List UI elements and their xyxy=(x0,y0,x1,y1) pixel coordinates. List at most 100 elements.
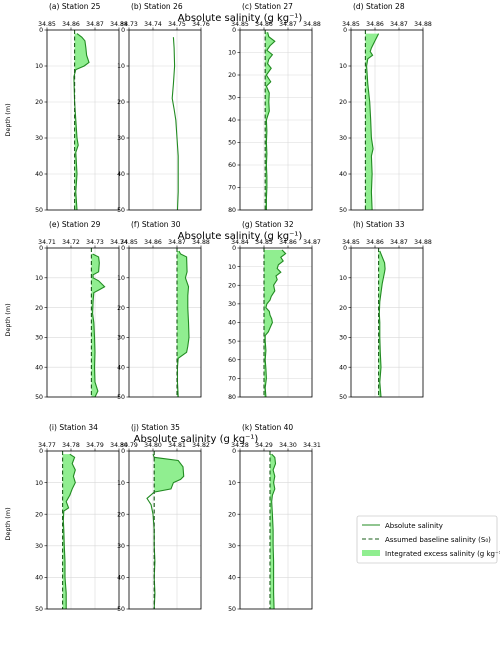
y-tick-label: 40 xyxy=(228,117,236,124)
x-tick-label: 34.79 xyxy=(120,442,138,449)
salinity-profile-line xyxy=(378,250,386,398)
x-tick-label: 34.85 xyxy=(120,239,138,246)
excess-salinity-fill xyxy=(264,249,286,397)
x-tick-label: 34.73 xyxy=(86,239,104,246)
legend-profile-label: Absolute salinity xyxy=(385,522,443,530)
salinity-profile-line xyxy=(366,33,380,211)
y-tick-label: 0 xyxy=(39,448,43,455)
y-tick-label: 30 xyxy=(117,135,125,142)
panel-title: (h) Station 33 xyxy=(353,220,405,229)
plot-frame xyxy=(46,450,120,610)
salinity-profile-line xyxy=(73,33,90,211)
y-tick-label: 30 xyxy=(339,135,347,142)
salinity-profile-line xyxy=(265,32,276,210)
x-tick-label: 34.84 xyxy=(231,239,249,246)
legend-fill-label: Integrated excess salinity (g kg⁻¹) xyxy=(385,550,500,558)
x-tick-label: 34.86 xyxy=(62,21,80,28)
salinity-profile-line xyxy=(271,453,277,610)
y-tick-label: 60 xyxy=(228,162,236,169)
y-tick-label: 10 xyxy=(228,50,236,57)
x-tick-label: 34.74 xyxy=(110,239,128,246)
x-tick-label: 34.81 xyxy=(168,442,186,449)
y-tick-label: 10 xyxy=(117,63,125,70)
y-tick-label: 0 xyxy=(343,245,347,252)
panel-2: (c) Station 27 34.85 34.86 34.87 34.88 0 10 20 3… xyxy=(228,2,321,214)
x-tick-label: 34.77 xyxy=(38,442,56,449)
x-tick-label: 34.86 xyxy=(366,21,384,28)
x-tick-label: 34.87 xyxy=(390,21,408,28)
x-tick-label: 34.71 xyxy=(38,239,56,246)
x-tick-label: 34.82 xyxy=(192,442,210,449)
x-tick-label: 34.88 xyxy=(110,21,128,28)
y-tick-label: 0 xyxy=(121,245,125,252)
x-tick-label: 34.30 xyxy=(279,442,297,449)
y-tick-label: 20 xyxy=(228,511,236,518)
panel-5: (f) Station 30 34.85 34.86 34.87 34.88 0 10 20 3… xyxy=(117,220,210,401)
y-tick-label: 20 xyxy=(35,305,43,312)
y-tick-label: 20 xyxy=(228,282,236,289)
row-title-1: Absolute salinity (g kg⁻¹) xyxy=(178,13,303,24)
y-tick-label: 30 xyxy=(339,335,347,342)
excess-salinity-fill xyxy=(62,454,76,609)
panel-10: (k) Station 40 34.28 34.29 34.30 34.31 0 10 20 3… xyxy=(228,423,321,613)
y-tick-label: 50 xyxy=(228,338,236,345)
x-tick-label: 34.85 xyxy=(231,21,249,28)
y-axis-label-row-3: Depth (m) xyxy=(4,507,12,540)
y-tick-label: 10 xyxy=(339,63,347,70)
panel-3: (d) Station 28 34.85 34.86 34.87 34.88 0 10 20 3… xyxy=(339,2,432,214)
plot-frame xyxy=(128,450,202,610)
x-tick-label: 34.73 xyxy=(120,21,138,28)
salinity-profile-line xyxy=(92,253,106,398)
y-tick-label: 0 xyxy=(39,245,43,252)
x-tick-label: 34.74 xyxy=(144,21,162,28)
x-tick-label: 34.88 xyxy=(414,239,432,246)
excess-salinity-fill xyxy=(74,33,89,210)
y-tick-label: 20 xyxy=(228,72,236,79)
salinity-profile-line xyxy=(171,37,179,211)
legend: Absolute salinity Assumed baseline salin… xyxy=(356,515,500,564)
y-tick-label: 40 xyxy=(228,320,236,327)
row-title-2: Absolute salinity (g kg⁻¹) xyxy=(178,231,303,242)
y-tick-label: 10 xyxy=(228,264,236,271)
x-tick-label: 34.80 xyxy=(110,442,128,449)
x-tick-label: 34.85 xyxy=(342,21,360,28)
x-tick-label: 34.85 xyxy=(342,239,360,246)
x-tick-label: 34.88 xyxy=(303,21,321,28)
salinity-profile-line xyxy=(176,250,190,398)
y-tick-label: 0 xyxy=(121,448,125,455)
y-tick-label: 30 xyxy=(228,95,236,102)
x-tick-label: 34.31 xyxy=(303,442,321,449)
x-tick-label: 34.79 xyxy=(86,442,104,449)
y-tick-label: 40 xyxy=(339,364,347,371)
y-tick-label: 20 xyxy=(117,511,125,518)
y-tick-label: 0 xyxy=(343,27,347,34)
x-tick-label: 34.72 xyxy=(62,239,80,246)
y-tick-label: 10 xyxy=(117,275,125,282)
x-tick-label: 34.80 xyxy=(144,442,162,449)
panel-title: (c) Station 27 xyxy=(242,2,293,11)
y-tick-label: 0 xyxy=(121,27,125,34)
x-tick-label: 34.86 xyxy=(144,239,162,246)
y-tick-label: 50 xyxy=(117,606,125,613)
panel-title: (k) Station 40 xyxy=(242,423,293,432)
excess-salinity-fill xyxy=(154,454,184,609)
y-tick-label: 50 xyxy=(117,207,125,214)
panel-7: (h) Station 33 34.85 34.86 34.87 34.88 0 10 20 3… xyxy=(339,220,432,401)
y-tick-label: 30 xyxy=(35,543,43,550)
plot-frame xyxy=(128,247,202,398)
x-tick-label: 34.29 xyxy=(255,442,273,449)
y-tick-label: 40 xyxy=(228,575,236,582)
panel-1: (b) Station 26 34.73 34.74 34.75 34.76 0 10 20 3… xyxy=(117,2,210,214)
y-tick-label: 40 xyxy=(35,364,43,371)
x-tick-label: 34.87 xyxy=(168,239,186,246)
y-tick-label: 10 xyxy=(35,63,43,70)
plot-frame xyxy=(350,247,424,398)
panel-title: (a) Station 25 xyxy=(49,2,101,11)
y-tick-label: 20 xyxy=(339,99,347,106)
y-tick-label: 80 xyxy=(228,207,236,214)
x-tick-label: 34.88 xyxy=(414,21,432,28)
x-tick-label: 34.28 xyxy=(231,442,249,449)
y-tick-label: 0 xyxy=(232,448,236,455)
panel-title: (b) Station 26 xyxy=(131,2,183,11)
